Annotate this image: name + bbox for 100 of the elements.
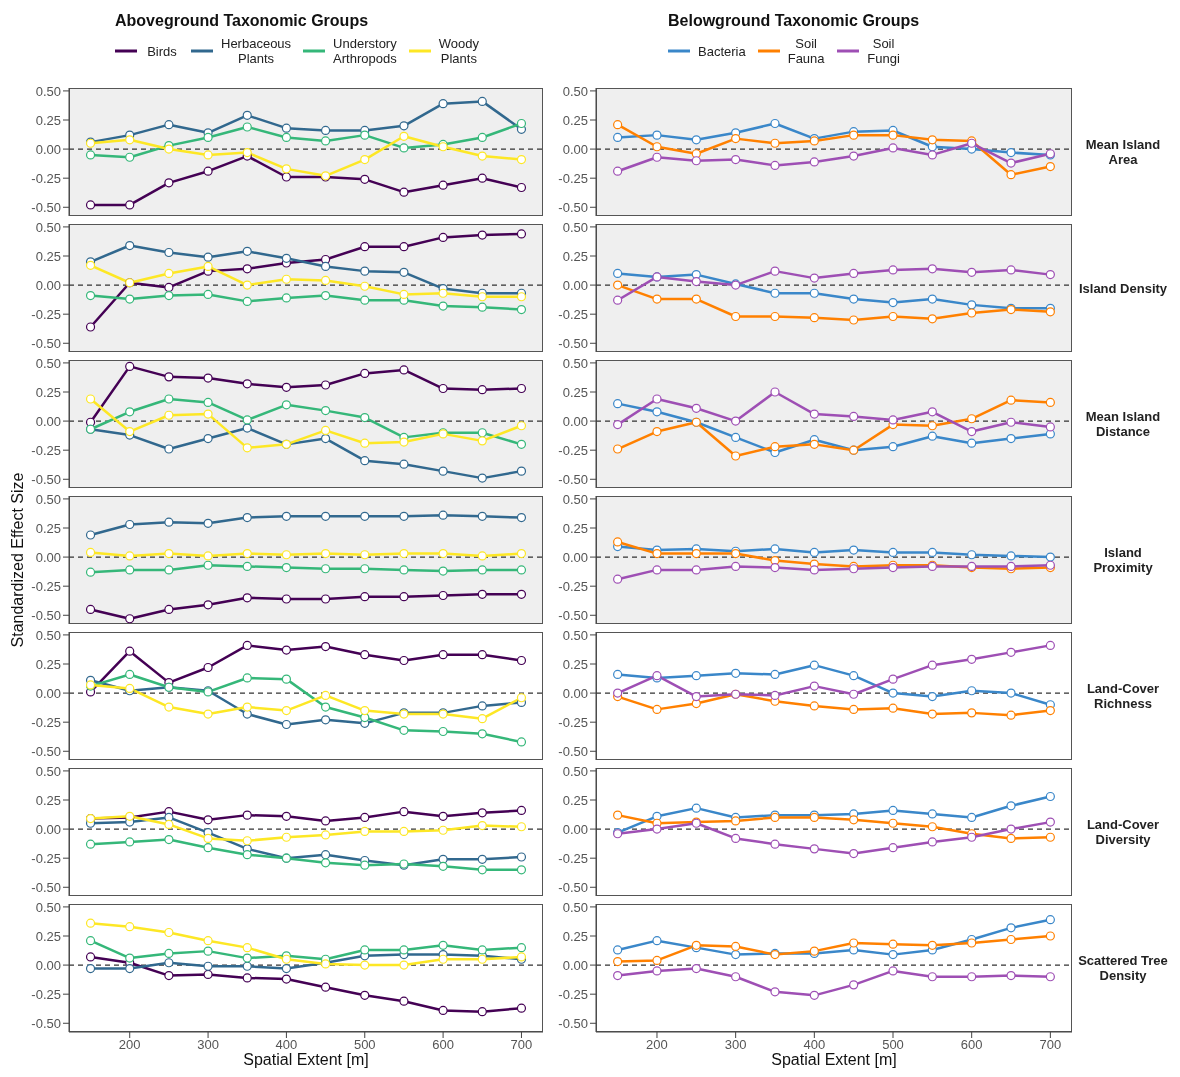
x-tick-label: 200 <box>646 1037 668 1053</box>
y-tick-label: -0.50 <box>558 1015 588 1031</box>
y-tick-label: 0.50 <box>35 899 61 915</box>
y-tick-label: 0.25 <box>35 928 61 944</box>
y-tick-label: 0.25 <box>562 792 588 808</box>
y-tick-label: -0.50 <box>31 471 61 487</box>
y-tick-label: -0.25 <box>31 442 61 458</box>
y-tick-label: 0.00 <box>562 957 588 973</box>
y-tick-label: -0.50 <box>558 471 588 487</box>
y-tick-label: 0.25 <box>35 792 61 808</box>
legend-label: Bacteria <box>698 43 746 59</box>
y-tick-label: -0.25 <box>31 170 61 186</box>
y-tick-label: 0.50 <box>562 219 588 235</box>
y-tick-label: 0.50 <box>35 355 61 371</box>
y2-axis-title: Island Density <box>1077 279 1169 298</box>
y2-axis-title: Mean Island Distance <box>1084 408 1162 441</box>
y2-axis-title: Land-Cover Richness <box>1085 680 1161 713</box>
y-tick-label: 0.25 <box>35 520 61 536</box>
y-tick-label: -0.25 <box>558 578 588 594</box>
y-tick-label: 0.00 <box>562 277 588 293</box>
y-tick-label: 0.25 <box>562 384 588 400</box>
y-tick-label: -0.25 <box>31 986 61 1002</box>
y-tick-label: -0.50 <box>31 335 61 351</box>
x-axis-title: Spatial Extent [m] <box>770 1051 898 1069</box>
y-tick-label: 0.25 <box>35 112 61 128</box>
x-tick-label: 300 <box>197 1037 219 1053</box>
y-tick-label: -0.50 <box>31 1015 61 1031</box>
y-tick-label: -0.25 <box>558 442 588 458</box>
legend-label: Woody Plants <box>438 36 479 66</box>
y-axis-title: Standardized Effect Size <box>9 472 27 648</box>
y-tick-label: 0.50 <box>562 83 588 99</box>
y-tick-label: 0.00 <box>35 413 61 429</box>
y-tick-label: 0.00 <box>562 821 588 837</box>
y-tick-label: -0.25 <box>558 986 588 1002</box>
x-tick-label: 200 <box>118 1037 141 1053</box>
y-tick-label: -0.50 <box>558 199 588 215</box>
legend-label: Soil Fauna <box>787 36 825 66</box>
y-tick-label: 0.25 <box>562 248 588 264</box>
y-tick-label: 0.50 <box>562 491 588 507</box>
y2-axis-title: Island Proximity <box>1092 544 1154 577</box>
y-tick-label: -0.25 <box>31 850 61 866</box>
y-tick-label: 0.50 <box>35 491 61 507</box>
y-tick-label: 0.25 <box>35 656 61 672</box>
y-tick-label: 0.50 <box>562 763 588 779</box>
x-tick-label: 700 <box>1039 1037 1062 1053</box>
x-tick-label: 500 <box>353 1037 376 1053</box>
y2-axis-title: Land-Cover Diversity <box>1085 816 1161 849</box>
y-tick-label: 0.50 <box>35 83 61 99</box>
y-tick-label: -0.50 <box>31 199 61 215</box>
y-tick-label: 0.50 <box>35 219 61 235</box>
x-tick-label: 700 <box>510 1037 533 1053</box>
y-tick-label: -0.50 <box>31 743 61 759</box>
y-tick-label: 0.25 <box>562 656 588 672</box>
legend-title: Belowground Taxonomic Groups <box>668 12 920 30</box>
y-tick-label: -0.25 <box>558 170 588 186</box>
y-tick-label: -0.25 <box>558 850 588 866</box>
x-tick-label: 400 <box>275 1037 298 1053</box>
x-tick-label: 500 <box>882 1037 904 1053</box>
x-axis-title: Spatial Extent [m] <box>242 1051 370 1069</box>
y-tick-label: -0.25 <box>31 578 61 594</box>
y-tick-label: 0.00 <box>562 685 588 701</box>
y-tick-label: 0.25 <box>562 112 588 128</box>
y-tick-label: -0.50 <box>31 879 61 895</box>
y-tick-label: 0.00 <box>562 141 588 157</box>
y-tick-label: 0.00 <box>35 685 61 701</box>
y-tick-label: 0.00 <box>562 413 588 429</box>
y-tick-label: 0.00 <box>35 141 61 157</box>
y-tick-label: -0.25 <box>558 714 588 730</box>
y-tick-label: -0.25 <box>558 306 588 322</box>
y-tick-label: 0.50 <box>562 627 588 643</box>
y-tick-label: -0.25 <box>31 306 61 322</box>
y-tick-label: 0.00 <box>35 549 61 565</box>
x-tick-label: 600 <box>960 1037 983 1053</box>
y-tick-label: 0.50 <box>35 627 61 643</box>
y-tick-label: -0.50 <box>558 879 588 895</box>
x-tick-label: 600 <box>432 1037 454 1053</box>
y-tick-label: 0.00 <box>35 957 61 973</box>
y-tick-label: 0.00 <box>562 549 588 565</box>
legend-title: Aboveground Taxonomic Groups <box>115 12 370 30</box>
y-tick-label: -0.50 <box>558 607 588 623</box>
legend-label: Herbaceous Plants <box>221 36 292 66</box>
y-tick-label: -0.50 <box>558 743 588 759</box>
legend-label: Understory Arthropods <box>333 36 397 66</box>
y2-axis-title: Scattered Tree Density <box>1077 952 1169 985</box>
y-tick-label: 0.50 <box>562 355 588 371</box>
y-tick-label: 0.00 <box>35 821 61 837</box>
y-tick-label: -0.25 <box>31 714 61 730</box>
legend-label: Soil Fungi <box>866 36 901 66</box>
y-tick-label: 0.50 <box>562 899 588 915</box>
x-tick-label: 400 <box>803 1037 826 1053</box>
y-tick-label: 0.25 <box>562 520 588 536</box>
y-tick-label: 0.25 <box>562 928 588 944</box>
y-tick-label: -0.50 <box>558 335 588 351</box>
x-tick-label: 300 <box>724 1037 747 1053</box>
legend-label: Birds <box>146 43 178 59</box>
y-tick-label: 0.25 <box>35 248 61 264</box>
y2-axis-title: Mean Island Area <box>1084 136 1162 169</box>
y-tick-label: 0.00 <box>35 277 61 293</box>
y-tick-label: 0.50 <box>35 763 61 779</box>
y-tick-label: 0.25 <box>35 384 61 400</box>
